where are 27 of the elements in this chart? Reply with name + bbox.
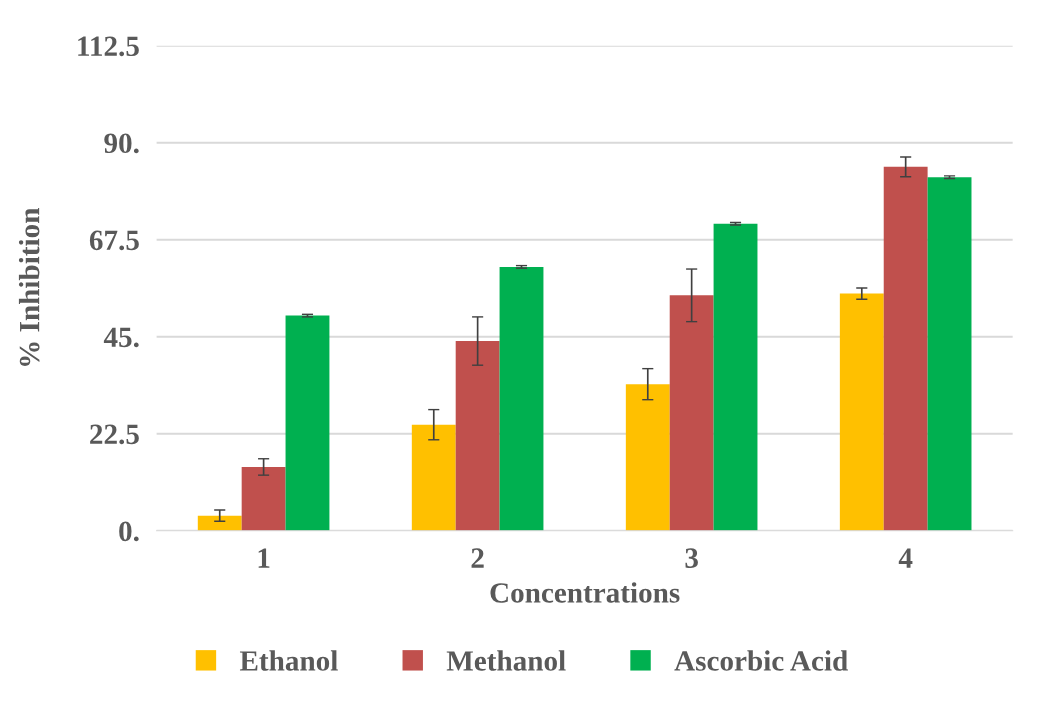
legend-label: Ascorbic Acid [674, 650, 848, 671]
bar [927, 177, 972, 531]
y-axis-title: % Inhibition [18, 208, 40, 366]
x-tick-label: 2 [471, 548, 484, 568]
bar [197, 515, 242, 531]
bar [883, 166, 928, 531]
bar [839, 293, 884, 531]
bar [285, 315, 330, 531]
x-tick-label: 4 [898, 548, 913, 568]
bar [625, 384, 670, 531]
legend-label: Methanol [446, 650, 566, 671]
y-tick-label: 90. [104, 133, 139, 154]
bar [455, 341, 500, 531]
bar [241, 466, 286, 531]
y-tick-label: 45. [103, 327, 139, 348]
y-tick-label: 0. [119, 521, 139, 542]
y-tick-label: 67.5 [89, 230, 139, 251]
legend-label: Ethanol [239, 650, 338, 671]
bar [411, 424, 456, 531]
x-axis-title: Concentrations [490, 582, 680, 603]
y-tick-label: 22.5 [90, 424, 139, 445]
bar [669, 295, 714, 531]
bar [499, 266, 544, 531]
x-tick-label: 3 [685, 548, 698, 568]
y-tick-label: 112.5 [78, 36, 139, 57]
x-tick-label: 1 [258, 548, 270, 568]
bar [713, 223, 758, 531]
